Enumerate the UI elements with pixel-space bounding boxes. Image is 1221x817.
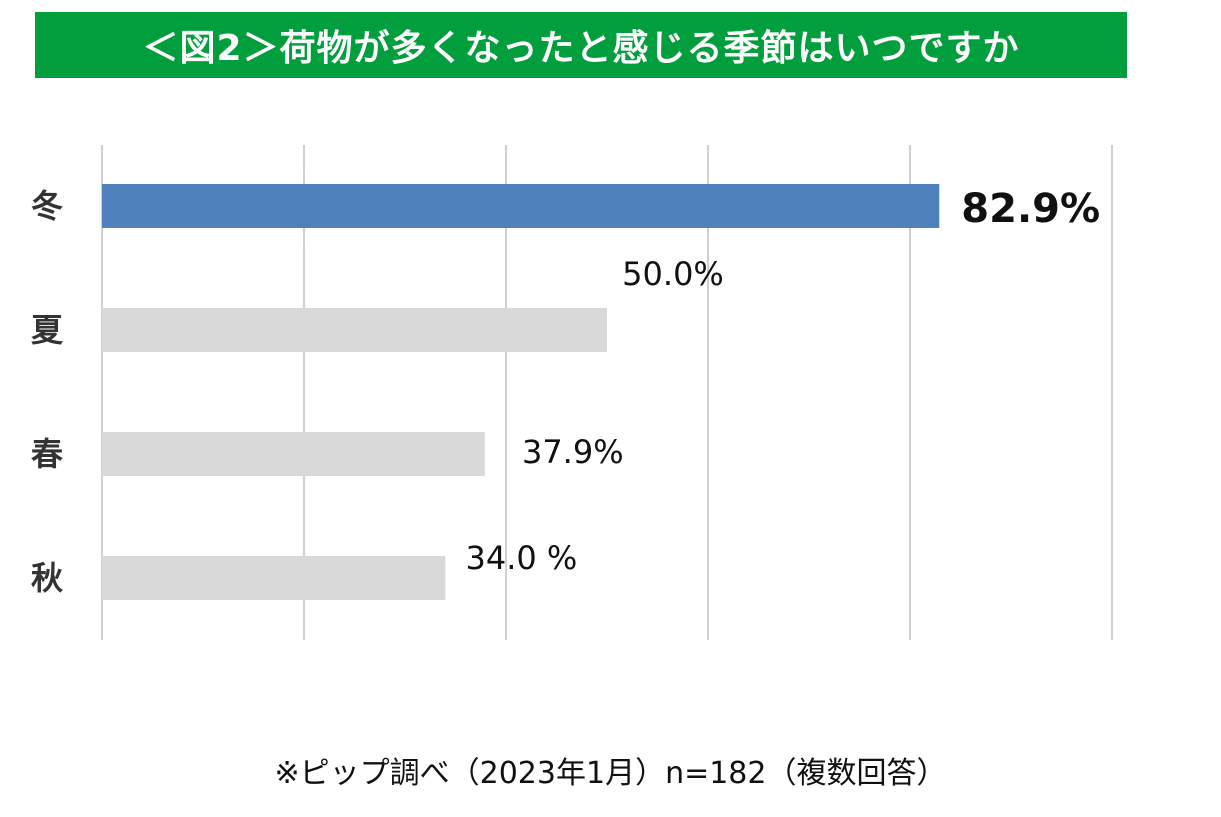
- category-label-2: 春: [31, 435, 63, 473]
- category-label-0: 冬: [31, 187, 63, 225]
- value-label-3: 34.0 %: [465, 539, 577, 577]
- value-label-0: 82.9%: [961, 186, 1100, 232]
- bar-3: [102, 556, 446, 600]
- value-label-1: 50.0%: [622, 255, 724, 293]
- bar-1: [102, 308, 607, 352]
- category-label-3: 秋: [31, 559, 63, 597]
- bars: [102, 184, 940, 600]
- chart-title: ＜図2＞荷物が多くなったと感じる季節はいつですか: [35, 12, 1127, 78]
- bar-2: [102, 432, 485, 476]
- value-labels: 82.9% 50.0% 37.9% 34.0 %: [465, 186, 1100, 577]
- value-label-2: 37.9%: [522, 433, 624, 471]
- category-label-1: 夏: [31, 311, 64, 349]
- footnote: ※ピップ調べ（2023年1月）n=182（複数回答）: [274, 756, 947, 791]
- bar-0: [102, 184, 940, 228]
